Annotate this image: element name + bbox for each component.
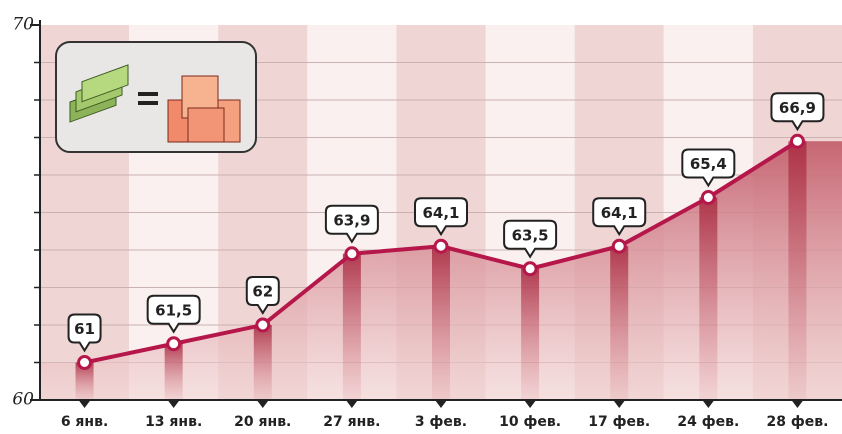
x-tick xyxy=(79,400,91,408)
x-tick xyxy=(435,400,447,408)
value-strip xyxy=(788,141,806,400)
point xyxy=(791,135,803,147)
value-strip xyxy=(432,246,450,400)
chart: 60 70 6 янв. 13 янв. 20 янв. 27 янв. 3 фев. 10 … xyxy=(0,0,842,434)
value-strip xyxy=(343,254,361,400)
point xyxy=(613,240,625,252)
value-label: 61,5 xyxy=(155,301,192,319)
x-tick-label: 28 фев. xyxy=(766,414,828,430)
x-tick xyxy=(257,400,269,408)
point xyxy=(702,192,714,204)
x-tick xyxy=(702,400,714,408)
value-label: 66,9 xyxy=(779,99,816,117)
point xyxy=(79,357,91,369)
value-strip xyxy=(610,246,628,400)
legend-icon xyxy=(56,42,256,152)
y-tick-label: 70 xyxy=(12,15,34,35)
value-label: 63,9 xyxy=(333,211,370,229)
x-tick xyxy=(168,400,180,408)
x-tick-label: 10 фев. xyxy=(499,414,561,430)
x-tick-label: 17 фев. xyxy=(588,414,650,430)
value-strip xyxy=(699,198,717,401)
x-tick xyxy=(346,400,358,408)
value-label: 64,1 xyxy=(422,204,459,222)
x-tick xyxy=(613,400,625,408)
x-tick-label: 6 янв. xyxy=(61,414,108,430)
point xyxy=(524,263,536,275)
value-label: 62 xyxy=(252,283,273,301)
value-label: 64,1 xyxy=(601,204,638,222)
point xyxy=(168,338,180,350)
point xyxy=(435,240,447,252)
x-tick-label: 3 фев. xyxy=(415,414,467,430)
value-strip xyxy=(254,325,272,400)
value-strip xyxy=(165,344,183,400)
point xyxy=(257,319,269,331)
x-tick-label: 27 янв. xyxy=(323,414,380,430)
x-tick-label: 24 фев. xyxy=(677,414,739,430)
x-tick xyxy=(791,400,803,408)
value-strip xyxy=(521,269,539,400)
x-tick-label: 13 янв. xyxy=(145,414,202,430)
y-tick-label: 60 xyxy=(12,390,34,410)
value-label: 65,4 xyxy=(690,155,727,173)
value-label: 61 xyxy=(74,320,95,338)
point xyxy=(346,248,358,260)
value-label: 63,5 xyxy=(512,226,549,244)
x-tick xyxy=(524,400,536,408)
x-tick-label: 20 янв. xyxy=(234,414,291,430)
